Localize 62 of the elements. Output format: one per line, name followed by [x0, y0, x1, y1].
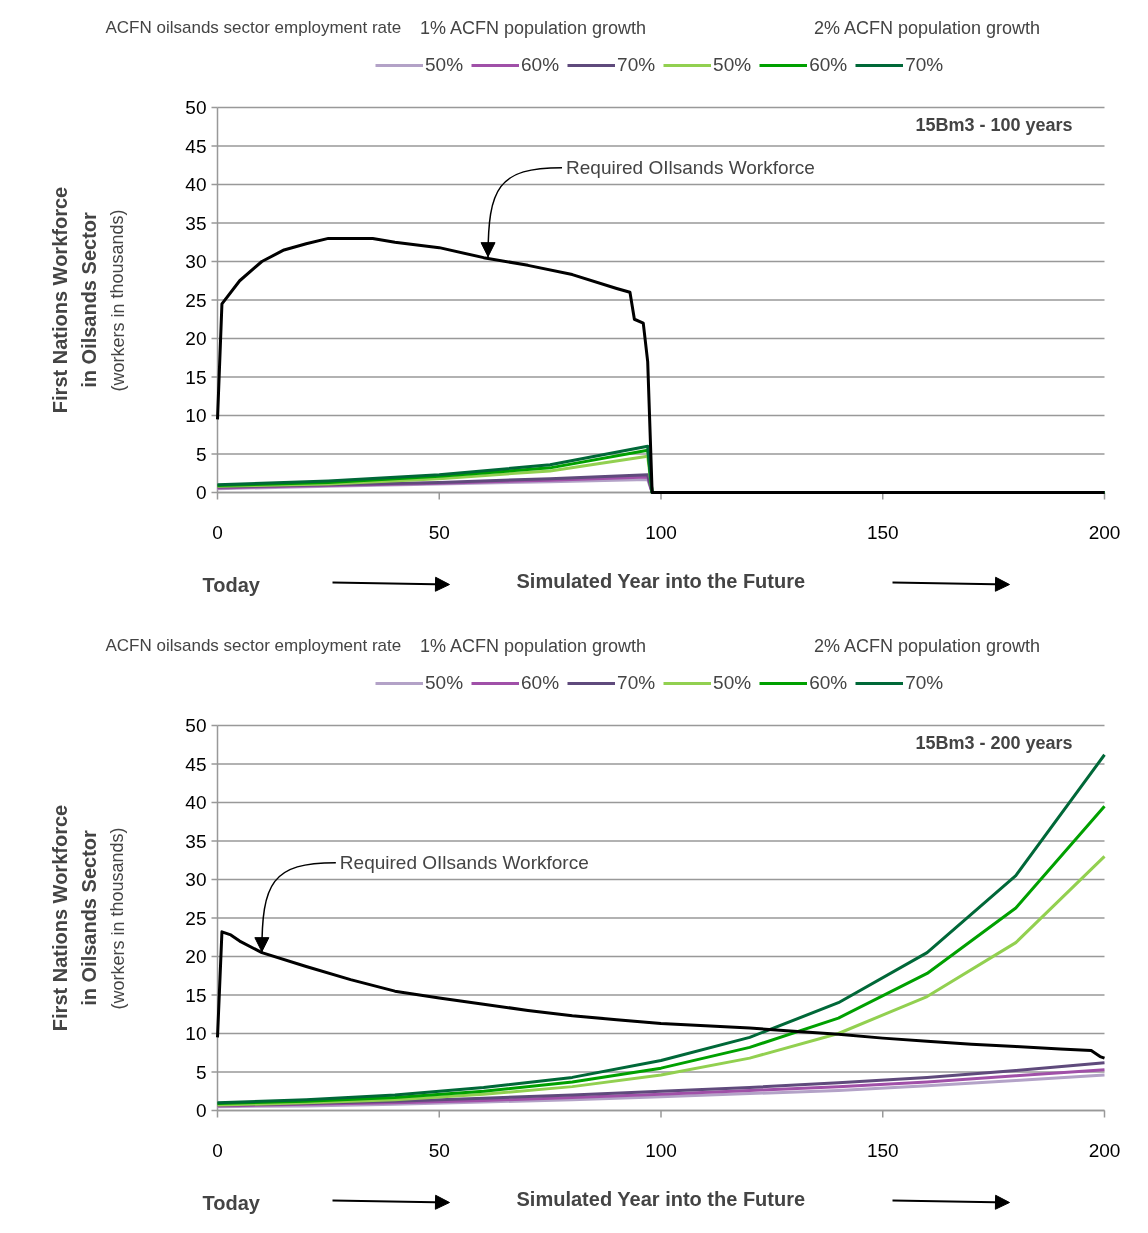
text: (workers in thousands)	[107, 827, 128, 1010]
text: 2% ACFN population growth	[813, 17, 1041, 38]
y-tick-label: 20	[185, 328, 207, 349]
legend-label: 70%	[905, 672, 944, 694]
y-tick-label: 45	[185, 135, 207, 157]
y-tick-label: 5	[195, 443, 207, 465]
y-tick-label: 10	[185, 405, 207, 426]
legend-label: 50%	[425, 672, 464, 694]
legend-label: 70%	[905, 54, 944, 76]
legend-label: 60%	[521, 672, 560, 694]
chart-subtitle: 15Bm3 - 100 years	[915, 114, 1073, 135]
x-axis-title: Simulated Year into the Future	[516, 569, 806, 592]
y-tick-label: 15	[185, 366, 207, 388]
x-tick-label: 100	[645, 522, 677, 543]
y-tick-label: 25	[185, 907, 207, 929]
legend-label: 60%	[521, 54, 560, 76]
x-tick-label: 150	[866, 1140, 899, 1161]
x-tick-label: 100	[645, 1140, 677, 1161]
legend-title: ACFN oilsands sector employment rate	[105, 18, 402, 37]
annotation: Required OIlsands Workforce	[339, 852, 589, 874]
y-axis-title: First Nations Workforce in Oilsands Sector	[49, 804, 100, 1032]
legend-label: 60%	[809, 54, 848, 76]
text: 2% ACFN population growth	[813, 635, 1041, 656]
y-tick-label: 0	[195, 1100, 207, 1121]
y-tick-label: 0	[195, 482, 207, 503]
annotation: Required OIlsands Workforce	[566, 157, 815, 179]
y-tick-label: 30	[185, 869, 207, 890]
legend-title: ACFN oilsands sector employment rate	[105, 636, 402, 655]
x-axis-title: Simulated Year into the Future	[516, 1187, 806, 1210]
x-tick-label: 50	[428, 1140, 450, 1161]
text: 1% ACFN population growth	[419, 635, 647, 656]
legend-label: 70%	[617, 54, 656, 76]
y-tick-label: 40	[185, 174, 207, 195]
text: Today	[202, 1191, 261, 1214]
x-tick-label: 150	[866, 522, 899, 543]
legend-label: 50%	[713, 54, 752, 76]
y-axis-title: First Nations Workforce in Oilsands Sector	[49, 186, 100, 414]
legend-label: 50%	[713, 672, 752, 694]
x-tick-label: 0	[212, 1140, 223, 1161]
y-tick-label: 30	[185, 251, 207, 272]
y-tick-label: 40	[185, 792, 207, 813]
x-tick-label: 200	[1088, 1140, 1121, 1161]
y-tick-label: 50	[185, 97, 207, 118]
text: Today	[202, 573, 261, 596]
chart-subtitle: 15Bm3 - 200 years	[915, 732, 1073, 753]
y-tick-label: 45	[185, 753, 207, 775]
x-tick-label: 200	[1088, 522, 1121, 543]
text: (workers in thousands)	[107, 209, 128, 392]
y-tick-label: 50	[185, 715, 207, 736]
y-tick-label: 20	[185, 946, 207, 967]
legend-label: 70%	[617, 672, 656, 694]
x-tick-label: 50	[428, 522, 450, 543]
legend-label: 60%	[809, 672, 848, 694]
x-tick-label: 0	[212, 522, 223, 543]
y-tick-label: 25	[185, 289, 207, 311]
text: 1% ACFN population growth	[419, 17, 647, 38]
legend-label: 50%	[425, 54, 464, 76]
y-tick-label: 35	[185, 212, 207, 234]
y-tick-label: 5	[195, 1061, 207, 1083]
y-tick-label: 35	[185, 830, 207, 852]
y-tick-label: 15	[185, 984, 207, 1006]
y-tick-label: 10	[185, 1023, 207, 1044]
